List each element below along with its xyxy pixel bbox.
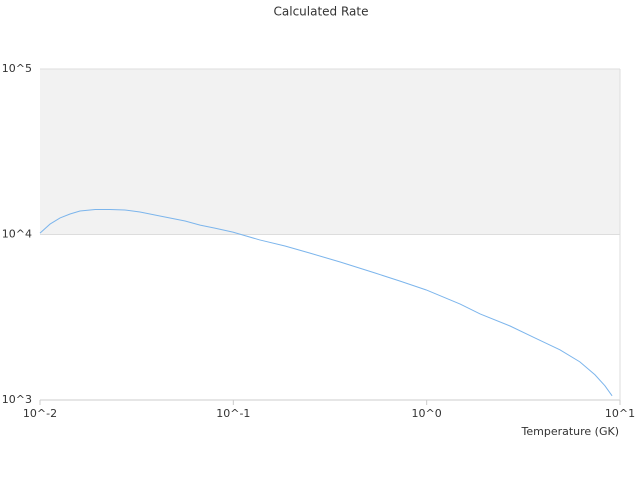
y-tick-label: 10^5 [2, 62, 32, 75]
x-tick-label: 10^-1 [216, 407, 250, 420]
x-axis-label: Temperature (GK) [521, 425, 620, 438]
x-tick-label: 10^1 [605, 407, 635, 420]
x-tick-label: 10^0 [412, 407, 442, 420]
x-tick-label: 10^-2 [23, 407, 57, 420]
y-tick-label: 10^3 [2, 393, 32, 406]
chart-title: Calculated Rate [274, 5, 369, 19]
y-tick-label: 10^4 [2, 228, 32, 241]
plot-band [40, 69, 620, 235]
data-line [39, 208, 613, 397]
